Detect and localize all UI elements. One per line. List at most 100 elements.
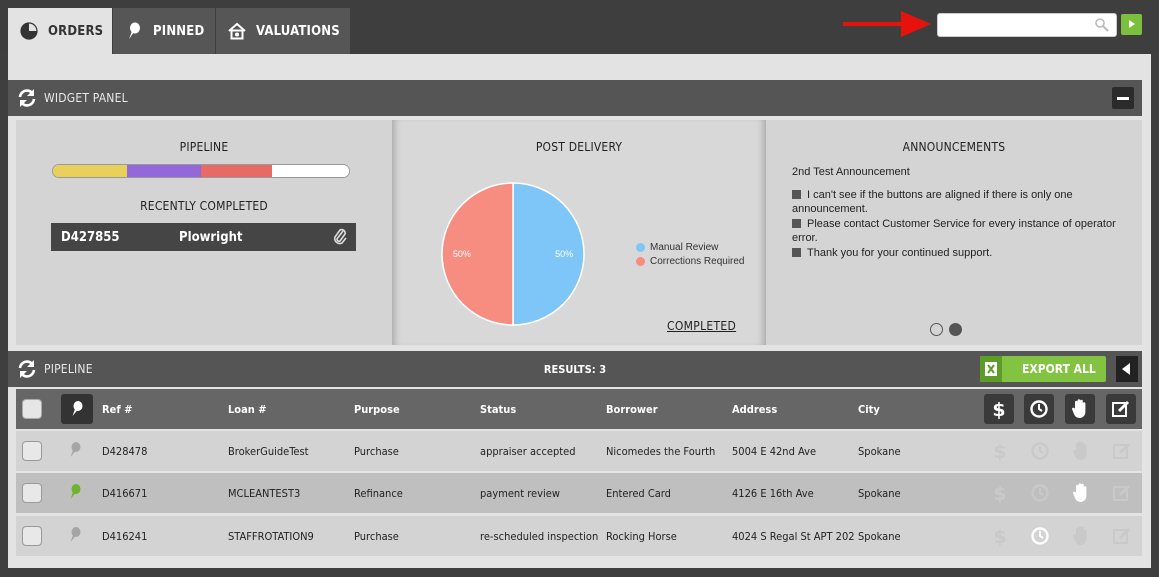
announcement-text: Thank you for your continued support. [807, 247, 993, 259]
cell-ref: D428478 [102, 444, 148, 458]
svg-text:$: $ [993, 526, 1006, 547]
clock-icon[interactable] [1029, 525, 1051, 547]
edit-icon[interactable] [1106, 394, 1136, 424]
widget-panel-header: WIDGET PANEL [8, 80, 1142, 116]
progress-segment [127, 165, 201, 177]
refresh-icon[interactable] [16, 87, 38, 109]
progress-segment [53, 165, 127, 177]
tab-label: VALUATIONS [256, 23, 340, 39]
tab-orders[interactable]: ORDERS [8, 8, 112, 54]
dollar-icon[interactable]: $ [989, 440, 1011, 462]
tab-valuations[interactable]: VALUATIONS [216, 8, 350, 54]
search-icon[interactable] [1094, 17, 1110, 38]
post-delivery-widget: POST DELIVERY 50% 50% Manual Review Corre… [392, 120, 766, 345]
pin-icon [123, 22, 145, 40]
column-header-city[interactable]: City [858, 402, 880, 416]
search-go-button[interactable] [1121, 14, 1142, 35]
cell-status: payment review [480, 486, 560, 500]
announcements-widget: ANNOUNCEMENTS 2nd Test Announcement I ca… [766, 120, 1142, 345]
search-field [937, 13, 1117, 37]
column-header-purpose[interactable]: Purpose [354, 402, 400, 416]
minimize-button[interactable] [1112, 87, 1134, 109]
recent-name: Plowright [179, 229, 243, 245]
column-header-ref[interactable]: Ref # [102, 402, 133, 416]
pin-icon[interactable] [68, 441, 82, 462]
collapse-panel-button[interactable] [1116, 356, 1138, 382]
pager-dot[interactable] [930, 323, 943, 336]
table-row[interactable]: D416241 STAFFROTATION9 Purchase re-schedule… [16, 516, 1142, 556]
export-all-button[interactable]: EXPORT ALL [980, 356, 1106, 382]
cell-purpose: Refinance [354, 486, 403, 500]
pie-data-label: 50% [555, 249, 573, 259]
export-label: EXPORT ALL [1022, 362, 1096, 376]
top-bar: ORDERS PINNED VALUATIONS [0, 0, 1159, 54]
cell-borrower: Entered Card [606, 486, 671, 500]
edit-icon[interactable] [1111, 482, 1133, 504]
dollar-icon[interactable]: $ [984, 394, 1014, 424]
column-header-loan[interactable]: Loan # [228, 402, 267, 416]
pie-slice-manual-review[interactable] [512, 182, 585, 326]
recently-completed-title: RECENTLY COMPLETED [140, 199, 268, 213]
select-all-checkbox[interactable] [22, 399, 42, 419]
paperclip-icon[interactable] [332, 227, 348, 251]
hand-icon[interactable] [1070, 440, 1092, 462]
cell-address: 4126 E 16th Ave [732, 486, 814, 500]
completed-link[interactable]: COMPLETED [667, 319, 737, 333]
clock-icon[interactable] [1029, 482, 1051, 504]
pie-legend: Manual Review Corrections Required [636, 240, 745, 268]
cell-loan: STAFFROTATION9 [228, 529, 314, 543]
excel-icon [980, 356, 1002, 382]
tab-pinned[interactable]: PINNED [113, 8, 215, 54]
edit-icon[interactable] [1111, 440, 1133, 462]
row-checkbox[interactable] [22, 483, 42, 503]
pie-slice-corrections-required[interactable] [441, 182, 514, 326]
bullet-square-icon [792, 219, 801, 228]
dollar-icon[interactable]: $ [989, 482, 1011, 504]
pie-chart-icon [18, 22, 40, 40]
recently-completed-row[interactable]: D427855 Plowright [51, 223, 356, 251]
table-row[interactable]: D416671 MCLEANTEST3 Refinance payment revie… [16, 473, 1142, 513]
tab-label: ORDERS [48, 23, 104, 39]
row-checkbox[interactable] [22, 526, 42, 546]
legend-item: Manual Review [636, 240, 745, 254]
legend-item: Corrections Required [636, 254, 745, 268]
announcement-subtitle: 2nd Test Announcement [792, 166, 910, 178]
column-header-status[interactable]: Status [480, 402, 517, 416]
legend-swatch [636, 256, 645, 266]
announcement-text: Please contact Customer Service for ever… [792, 218, 1116, 244]
pin-column-header[interactable] [61, 394, 93, 424]
pin-icon[interactable] [68, 483, 82, 504]
clock-icon[interactable] [1024, 394, 1054, 424]
pipeline-widget-title: PIPELINE [179, 140, 229, 154]
hand-icon[interactable] [1070, 525, 1092, 547]
pipeline-widget: PIPELINE RECENTLY COMPLETED D427855 Plow… [16, 120, 392, 345]
legend-label: Corrections Required [650, 255, 745, 267]
pin-icon[interactable] [68, 526, 82, 547]
svg-text:$: $ [993, 483, 1006, 504]
row-checkbox[interactable] [22, 441, 42, 461]
search-input[interactable] [944, 14, 1094, 36]
tab-label: PINNED [153, 23, 205, 39]
hand-icon[interactable] [1065, 394, 1095, 424]
cell-borrower: Nicomedes the Fourth [606, 444, 716, 458]
clock-icon[interactable] [1029, 440, 1051, 462]
refresh-icon[interactable] [16, 358, 38, 380]
hand-icon[interactable] [1070, 482, 1092, 504]
widget-panel-title: WIDGET PANEL [44, 91, 128, 105]
svg-text:$: $ [993, 441, 1006, 462]
edit-icon[interactable] [1111, 525, 1133, 547]
column-header-address[interactable]: Address [732, 402, 778, 416]
cell-address: 5004 E 42nd Ave [732, 444, 817, 458]
cell-city: Spokane [858, 444, 901, 458]
dollar-icon[interactable]: $ [989, 525, 1011, 547]
cell-status: re-scheduled inspection [480, 529, 599, 543]
pipeline-progress-bar[interactable] [52, 164, 350, 178]
progress-segment [272, 165, 349, 177]
table-header: Ref # Loan # Purpose Status Borrower Add… [16, 389, 1142, 429]
table-row[interactable]: D428478 BrokerGuideTest Purchase appraiser … [16, 431, 1142, 471]
pager-dot-active[interactable] [949, 323, 962, 336]
legend-label: Manual Review [650, 241, 719, 253]
cell-city: Spokane [858, 529, 901, 543]
post-delivery-title: POST DELIVERY [535, 140, 623, 154]
column-header-borrower[interactable]: Borrower [606, 402, 658, 416]
